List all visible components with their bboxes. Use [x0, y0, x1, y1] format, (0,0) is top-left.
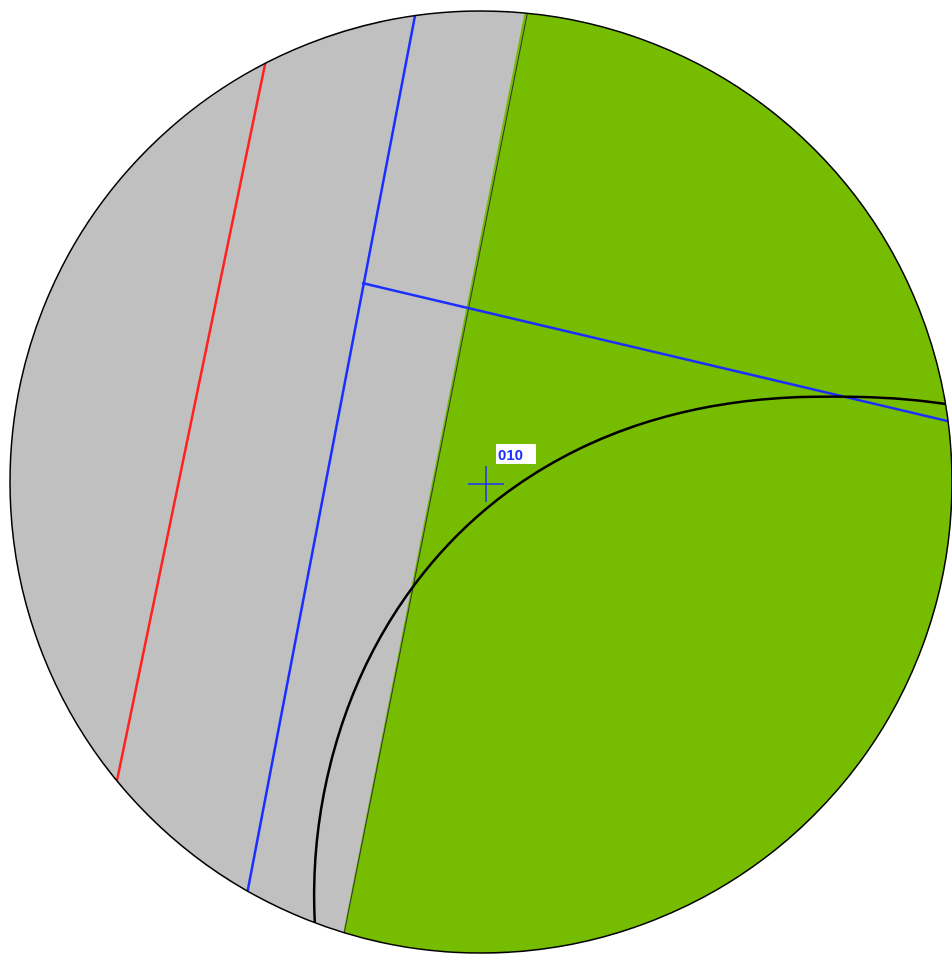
- pole-label-bg: [496, 444, 536, 464]
- region-boundary: [339, 11, 531, 953]
- pole-label: 010: [498, 447, 523, 464]
- red-great-circle: [112, 49, 270, 796]
- blue-great-circle: [242, 11, 420, 911]
- pole-marker: 010: [468, 444, 536, 502]
- green-region: [323, 11, 952, 953]
- primitive-circle: [9, 10, 952, 954]
- blue-line: [361, 281, 952, 426]
- small-circle: [312, 395, 952, 941]
